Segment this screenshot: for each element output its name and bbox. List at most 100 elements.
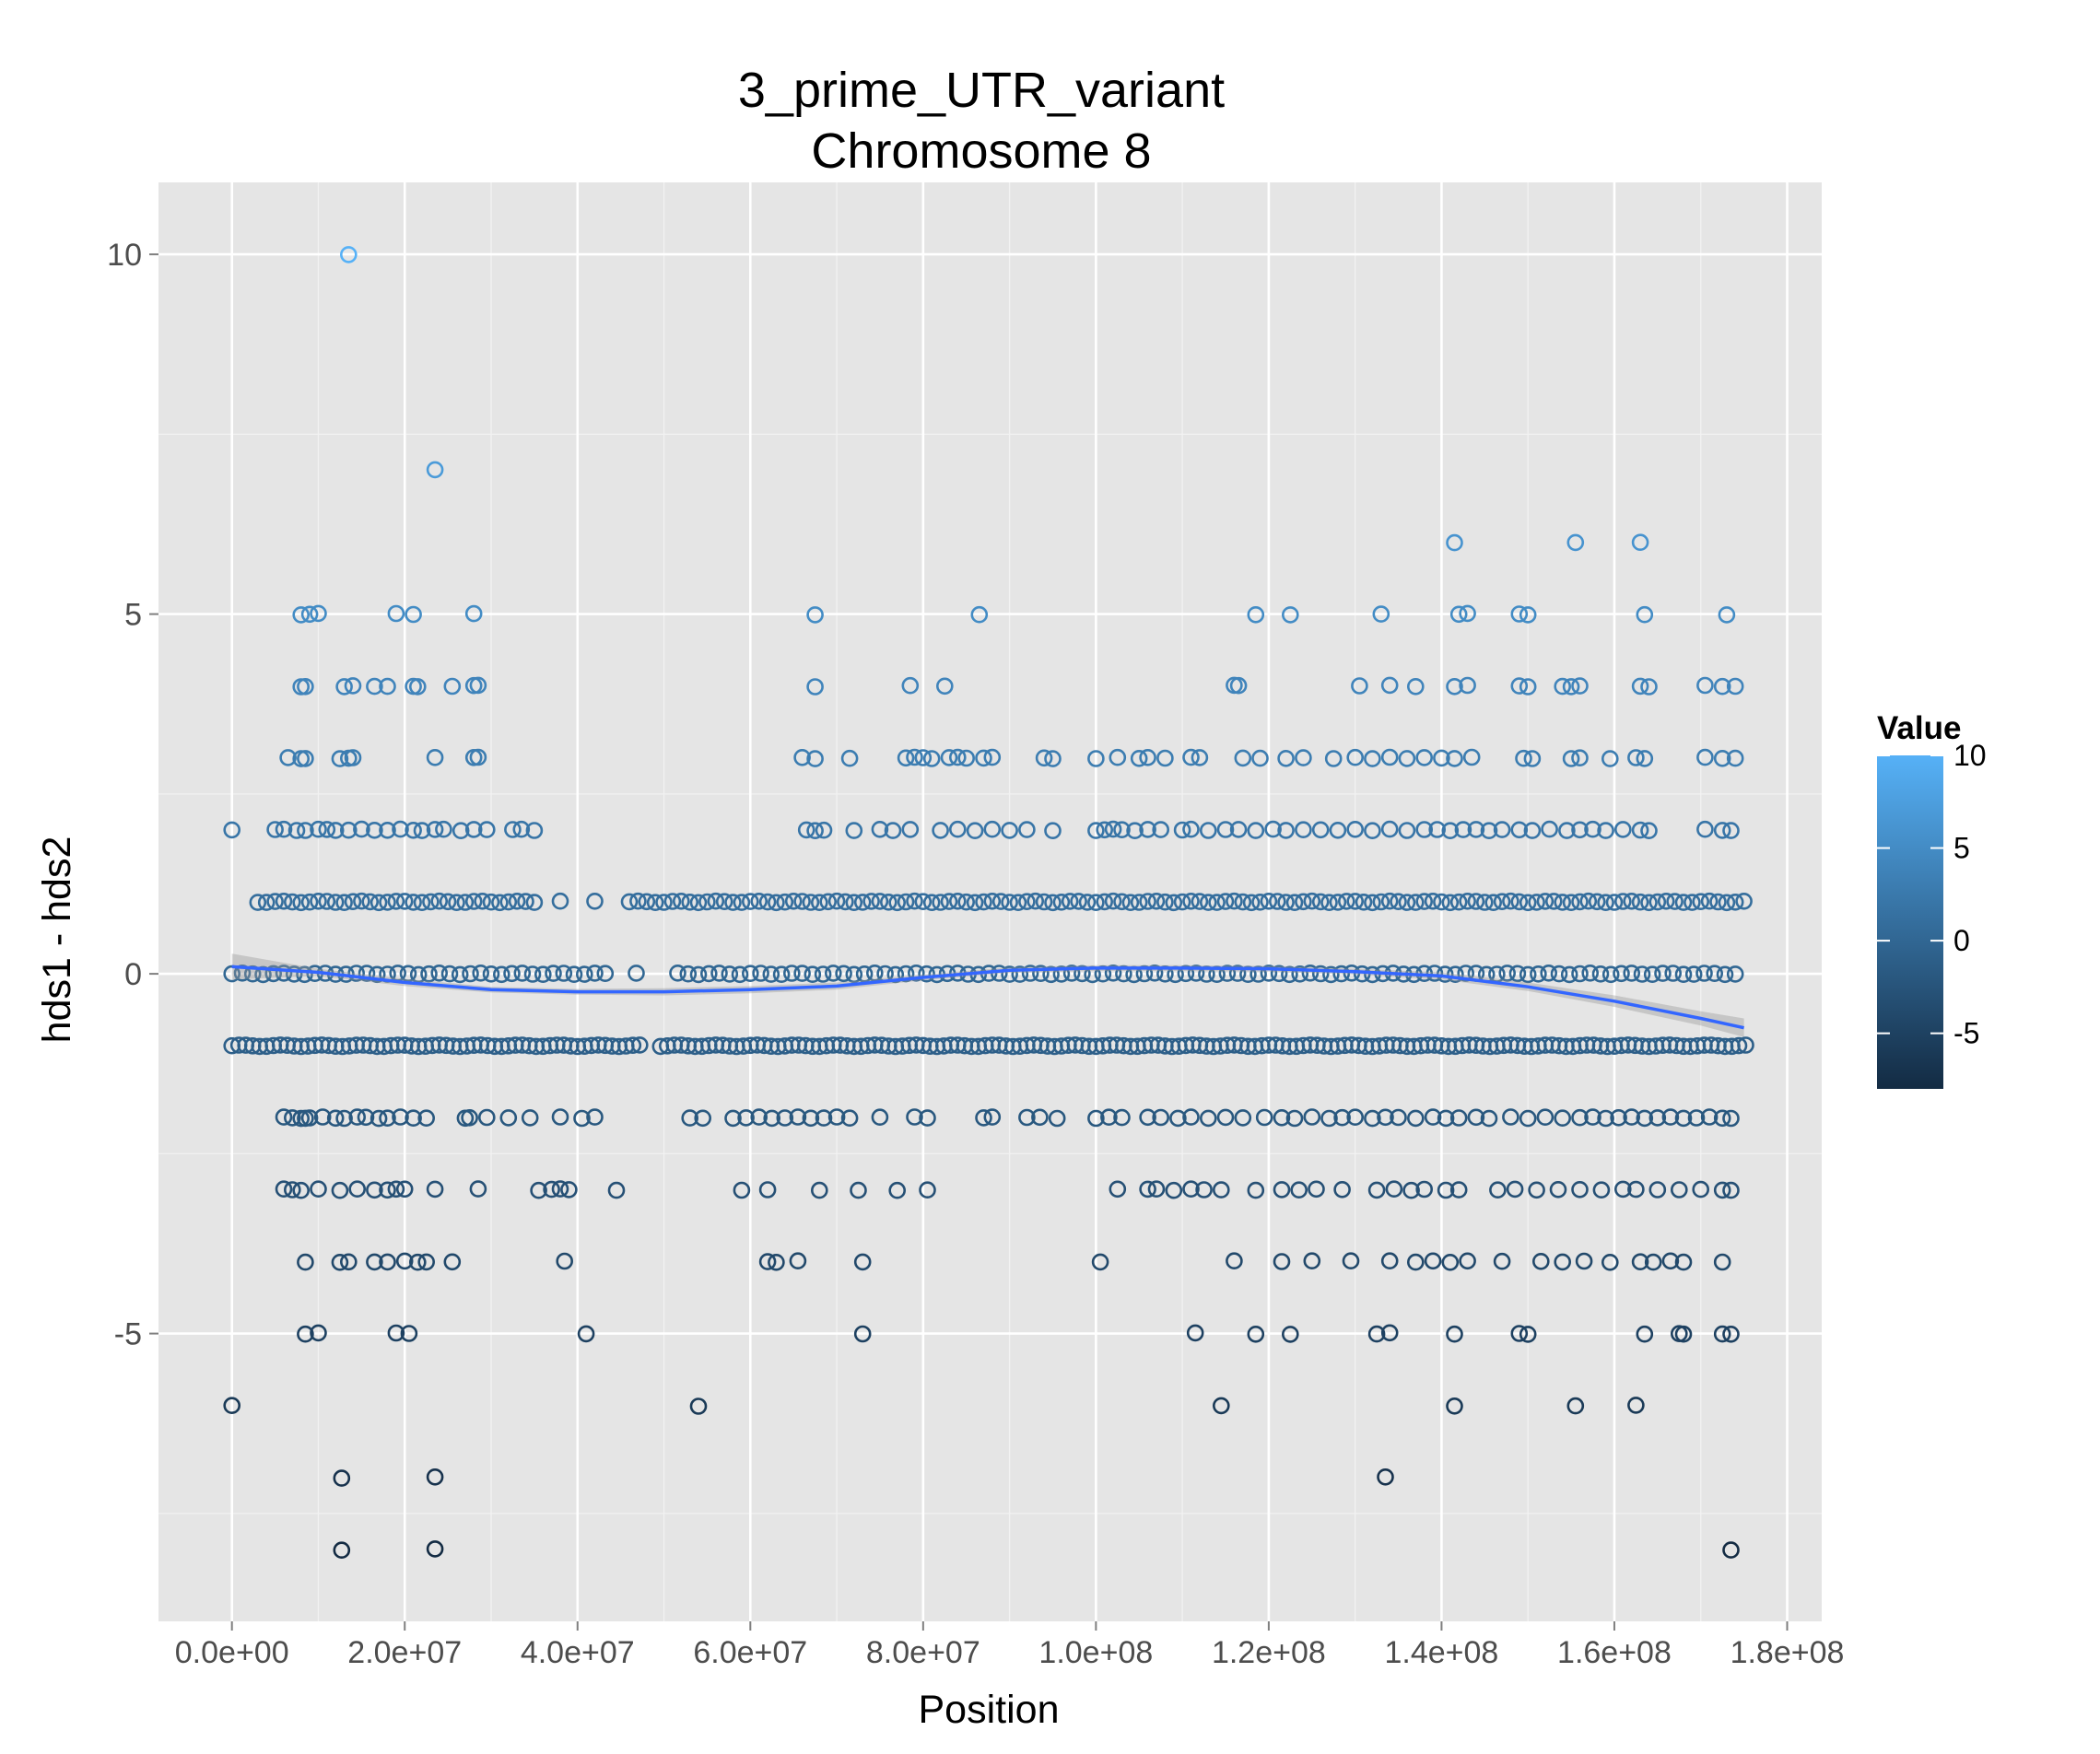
- data-point: [264, 965, 283, 983]
- data-point: [1528, 894, 1545, 911]
- data-point: [1722, 822, 1740, 839]
- data-point: [1228, 965, 1247, 982]
- data-point: [1182, 748, 1200, 766]
- data-point: [395, 893, 414, 910]
- data-point: [991, 893, 1010, 910]
- data-point: [1346, 1108, 1364, 1126]
- data-point: [1722, 1181, 1740, 1199]
- data-point: [1104, 965, 1122, 982]
- data-point: [331, 750, 349, 767]
- data-point: [806, 606, 824, 624]
- data-point: [257, 894, 276, 911]
- legend-label: -5: [1953, 1017, 1979, 1050]
- data-point: [413, 822, 431, 839]
- data-point: [1364, 1109, 1381, 1128]
- data-point: [1061, 893, 1079, 910]
- data-point: [1674, 894, 1693, 911]
- data-point: [871, 893, 889, 910]
- data-point: [279, 749, 297, 766]
- data-point: [1459, 1252, 1476, 1270]
- data-point: [776, 1109, 794, 1127]
- data-point: [420, 965, 438, 983]
- data-point: [628, 965, 645, 982]
- data-point: [1610, 1109, 1627, 1127]
- data-point: [1216, 821, 1235, 838]
- data-point: [1571, 1181, 1589, 1199]
- data-point: [413, 894, 431, 912]
- data-point: [1364, 965, 1381, 984]
- data-point: [1631, 821, 1649, 839]
- data-point: [474, 892, 491, 910]
- data-point: [793, 893, 811, 910]
- data-point: [1308, 1180, 1325, 1199]
- data-point: [1270, 965, 1288, 983]
- data-point: [855, 965, 874, 983]
- data-point: [368, 965, 386, 984]
- data-point: [737, 1109, 755, 1127]
- data-point: [1260, 965, 1278, 982]
- data-point: [1713, 1109, 1731, 1128]
- data-point: [853, 894, 872, 911]
- data-point: [1633, 965, 1651, 983]
- data-point: [772, 965, 791, 983]
- data-point: [630, 1036, 649, 1054]
- data-point: [1182, 1180, 1200, 1198]
- data-point: [1377, 1108, 1394, 1127]
- data-point: [1229, 821, 1248, 838]
- data-point: [335, 1109, 353, 1128]
- data-point: [949, 892, 967, 910]
- data-point: [1627, 1180, 1645, 1199]
- data-point: [1346, 820, 1364, 838]
- data-point: [698, 893, 716, 911]
- data-point: [1329, 894, 1347, 911]
- data-point: [707, 892, 725, 910]
- data-point: [886, 965, 905, 984]
- data-point: [1467, 821, 1485, 838]
- data-point: [1571, 965, 1589, 983]
- data-point: [1636, 1325, 1654, 1343]
- data-point: [551, 1180, 569, 1198]
- data-point: [1367, 1181, 1386, 1199]
- data-point: [1664, 965, 1682, 982]
- data-point: [814, 965, 832, 983]
- data-point: [292, 894, 311, 912]
- data-point: [918, 965, 935, 983]
- data-point: [1510, 893, 1529, 911]
- data-point: [482, 965, 500, 983]
- data-point: [970, 605, 989, 624]
- data-point: [357, 1108, 375, 1127]
- data-point: [758, 1181, 777, 1199]
- data-point: [879, 893, 897, 911]
- data-point: [1251, 893, 1269, 911]
- data-point: [1433, 749, 1450, 767]
- data-point: [1251, 749, 1269, 767]
- data-point: [1402, 1181, 1420, 1199]
- color-legend: Value 10 5 0 -5: [1877, 710, 1987, 1089]
- data-point: [1713, 677, 1731, 696]
- data-point: [1457, 965, 1474, 982]
- data-point: [370, 1109, 388, 1128]
- data-point: [1415, 1180, 1433, 1199]
- data-point: [249, 894, 267, 911]
- data-point: [266, 821, 284, 838]
- data-point: [426, 821, 444, 838]
- data-point: [1530, 965, 1547, 983]
- data-point: [1692, 893, 1709, 911]
- data-point: [1601, 750, 1619, 767]
- data-point: [596, 965, 615, 982]
- data-point: [1182, 820, 1200, 838]
- data-point: [1320, 1109, 1338, 1128]
- data-point: [1467, 893, 1485, 910]
- data-point: [914, 749, 933, 766]
- data-point: [1523, 822, 1542, 839]
- data-point: [499, 1109, 518, 1127]
- data-point: [426, 461, 444, 479]
- data-point: [1696, 676, 1714, 695]
- data-point: [451, 965, 469, 984]
- data-point: [1044, 894, 1062, 912]
- data-point: [1459, 604, 1476, 623]
- data-point: [983, 820, 1002, 838]
- data-point: [283, 893, 301, 911]
- data-point: [1115, 965, 1132, 983]
- data-point: [525, 894, 544, 911]
